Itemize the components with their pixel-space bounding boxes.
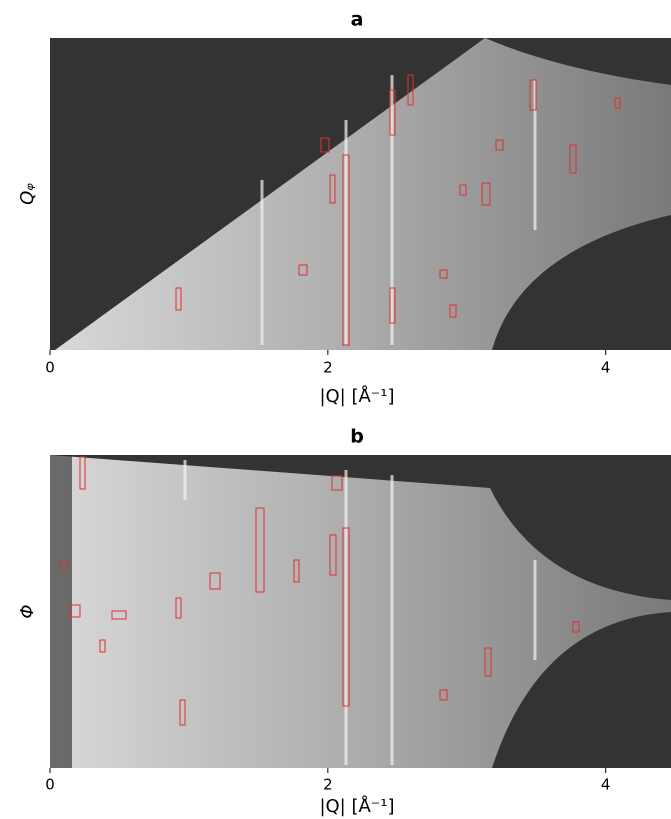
x-tick-label: 4 [601, 359, 611, 377]
x-axis-label: |Q| [Å⁻¹] [319, 385, 394, 407]
panel-title: a [351, 9, 364, 31]
image-b [50, 455, 671, 768]
x-tick-label: 0 [45, 776, 55, 794]
x-tick-label: 0 [45, 359, 55, 377]
y-axis-label: Φ [17, 604, 38, 618]
x-tick-label: 4 [601, 776, 611, 794]
x-tick-label: 2 [323, 776, 333, 794]
panel-title: b [350, 426, 364, 448]
y-axis-label: Qᵩ [17, 183, 38, 205]
image-a [50, 38, 671, 350]
x-tick-label: 2 [323, 359, 333, 377]
x-axis-label: |Q| [Å⁻¹] [319, 795, 394, 817]
